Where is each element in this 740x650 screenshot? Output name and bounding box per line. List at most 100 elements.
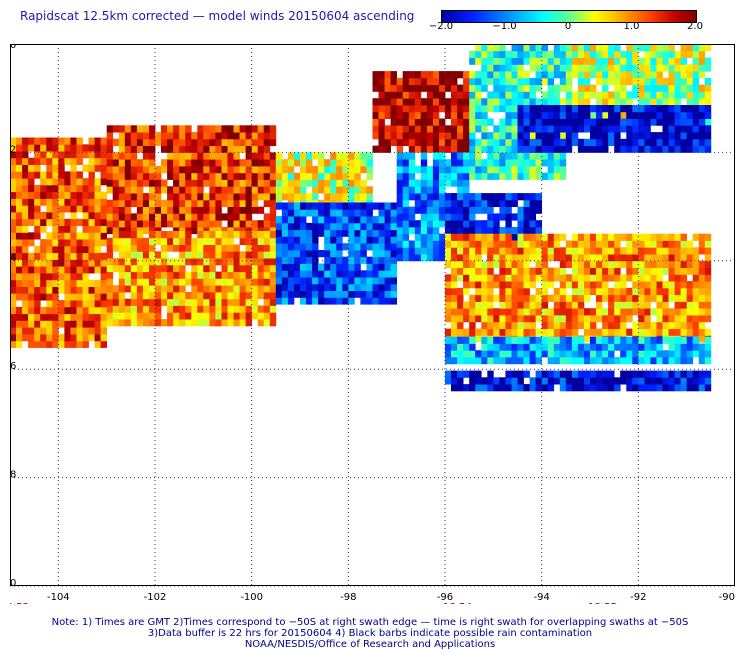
data-cell [378, 297, 385, 305]
data-cell [10, 157, 17, 165]
data-cell [300, 172, 307, 180]
data-cell [523, 226, 530, 235]
data-cell [439, 254, 446, 262]
data-cell [541, 145, 549, 153]
data-cell [76, 306, 83, 315]
data-cell [100, 157, 107, 165]
data-cell [614, 315, 621, 323]
data-cell [596, 50, 603, 58]
data-cell [390, 236, 397, 244]
data-cell [517, 321, 524, 329]
data-cell [505, 350, 512, 358]
y-tick-label: -56 [10, 361, 16, 372]
data-cell [432, 105, 440, 113]
data-cell [493, 226, 500, 235]
data-cell [644, 247, 651, 255]
data-cell [118, 206, 126, 214]
data-cell [269, 298, 277, 306]
data-cell [275, 270, 283, 278]
data-cell [457, 125, 464, 133]
data-cell [704, 84, 712, 92]
data-cell [396, 186, 404, 194]
data-cell [257, 285, 265, 293]
data-cell [559, 370, 567, 378]
data-cell [656, 247, 663, 255]
data-cell [698, 71, 706, 79]
data-cell [118, 231, 126, 239]
data-cell [632, 240, 639, 248]
data-cell [221, 285, 228, 293]
data-cell [197, 179, 204, 187]
data-cell [584, 254, 591, 262]
data-cell [457, 370, 464, 378]
data-cell [451, 267, 458, 275]
data-cell [312, 263, 319, 271]
data-cell [529, 50, 536, 58]
data-cell [275, 179, 283, 187]
data-cell [547, 98, 555, 106]
data-cell [487, 206, 494, 214]
data-cell [82, 184, 89, 193]
data-cell [300, 270, 307, 278]
data-cell [384, 297, 391, 305]
data-cell [590, 384, 597, 392]
data-cell [420, 138, 428, 146]
data-cell [106, 138, 114, 146]
data-cell [124, 206, 132, 214]
data-cell [215, 220, 222, 228]
data-cell [523, 350, 530, 358]
data-cell [342, 186, 349, 194]
data-cell [680, 308, 687, 316]
data-cell [124, 278, 132, 286]
data-cell [499, 267, 506, 275]
data-cell [420, 179, 428, 187]
data-cell [439, 240, 446, 248]
data-cell [439, 98, 446, 106]
data-cell [136, 179, 144, 187]
data-cell [384, 145, 391, 153]
data-cell [565, 260, 573, 268]
data-cell [584, 233, 591, 241]
data-cell [499, 287, 506, 296]
data-cell [614, 132, 621, 140]
data-cell [704, 105, 712, 113]
data-cell [445, 193, 452, 201]
data-cell [608, 71, 615, 79]
data-cell [674, 377, 681, 385]
data-cell [668, 343, 675, 351]
data-cell [124, 186, 132, 194]
data-cell [445, 179, 452, 187]
data-cell [408, 206, 416, 214]
data-cell [529, 84, 536, 92]
data-cell [608, 336, 615, 344]
data-cell [517, 240, 524, 248]
data-cell [475, 166, 482, 174]
data-cell [185, 305, 192, 313]
data-cell [257, 278, 265, 286]
data-cell [239, 231, 246, 239]
data-cell [100, 293, 107, 301]
data-cell [239, 278, 246, 286]
data-cell [100, 151, 107, 159]
data-cell [306, 277, 313, 285]
data-cell [608, 254, 615, 262]
data-cell [541, 138, 549, 146]
data-cell [330, 152, 337, 160]
data-cell [130, 312, 138, 320]
data-cell [257, 145, 265, 153]
data-cell [294, 172, 301, 180]
data-cell [650, 343, 657, 351]
data-cell [281, 222, 289, 231]
data-cell [565, 105, 573, 113]
data-cell [251, 237, 259, 245]
data-cell [378, 209, 385, 217]
data-cell [650, 321, 657, 329]
data-cell [535, 377, 542, 385]
data-cell [451, 179, 458, 187]
data-cell [275, 222, 283, 231]
data-cell [40, 327, 47, 335]
data-cell [251, 271, 259, 279]
data-cell [451, 226, 458, 235]
data-cell [602, 84, 609, 92]
data-cell [565, 132, 573, 140]
